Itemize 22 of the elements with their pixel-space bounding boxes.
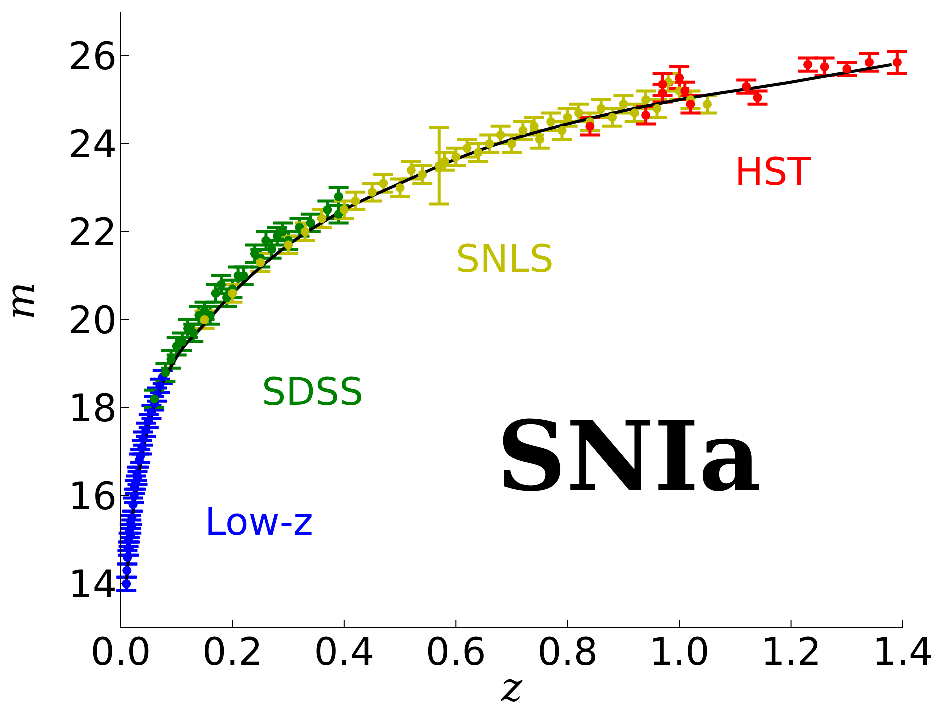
x-axis-title: z	[500, 665, 524, 707]
y-tick-label: 26	[68, 34, 117, 78]
x-tick-label: 0.8	[538, 630, 598, 674]
y-tick-label: 14	[68, 562, 117, 606]
x-tick-label: 0.2	[202, 630, 263, 674]
x-tick-label: 0.6	[426, 630, 486, 674]
x-tick-label: 1.0	[649, 630, 710, 674]
x-tick-label: 1.2	[761, 630, 822, 674]
y-tick-label: 18	[68, 386, 117, 430]
series-label: SDSS	[262, 370, 364, 414]
series-label: Low-z	[205, 500, 314, 544]
annotation: SNIa	[497, 400, 762, 513]
x-tick-label: 1.4	[872, 630, 934, 674]
y-axis-title: m	[0, 282, 44, 320]
y-tick-label: 22	[68, 210, 117, 254]
x-tick-label: 0.0	[90, 630, 152, 674]
series-label: HST	[735, 150, 811, 194]
series-label: SNLS	[456, 237, 554, 281]
y-tick-label: 16	[68, 474, 117, 518]
y-tick-label: 20	[68, 298, 117, 342]
x-tick-label: 0.4	[314, 630, 375, 674]
y-tick-label: 24	[68, 122, 117, 166]
